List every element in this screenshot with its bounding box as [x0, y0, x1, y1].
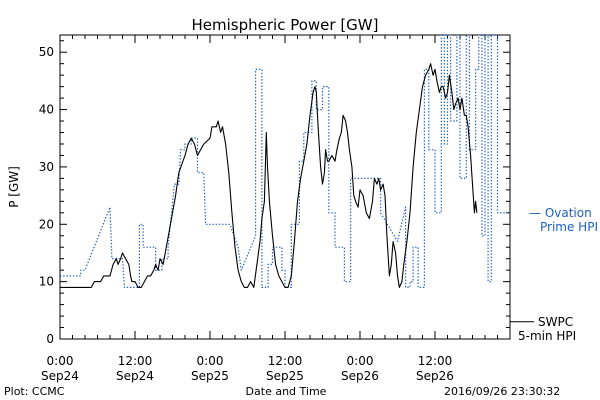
x-tick-label-time: 0:00 [197, 354, 224, 368]
plot-timestamp: 2016/09/26 23:30:32 [444, 385, 560, 398]
series-layer [60, 34, 510, 288]
y-tick-label: 20 [39, 217, 54, 231]
x-tick-label-date: Sep25 [266, 369, 304, 383]
legend-label-swpc-line2: 5-min HPI [518, 329, 576, 343]
x-tick-label-time: 12:00 [268, 354, 303, 368]
x-tick-label-date: Sep26 [416, 369, 454, 383]
plot-credit: Plot: CCMC [4, 385, 65, 398]
y-tick-label: 40 [39, 103, 54, 117]
legend-label-swpc: SWPC [538, 315, 573, 329]
ovation-series-line [60, 34, 510, 288]
x-tick-label-date: Sep26 [341, 369, 379, 383]
x-axis: 0:00Sep2412:00Sep240:00Sep2512:00Sep250:… [41, 35, 511, 383]
y-axis-label: P [GW] [7, 166, 21, 208]
x-tick-label-time: 12:00 [118, 354, 153, 368]
plot-frame [59, 34, 511, 340]
x-tick-label-date: Sep24 [41, 369, 79, 383]
swpc-series-line [60, 63, 478, 288]
y-tick-label: 50 [39, 45, 54, 59]
x-tick-label-time: 0:00 [347, 354, 374, 368]
legend-label-ovation-line2: Prime HPI [540, 220, 598, 234]
y-tick-label: 30 [39, 160, 54, 174]
x-tick-label-date: Sep25 [191, 369, 229, 383]
legend-label-ovation: — Ovation [529, 206, 592, 220]
y-axis: 0 10 20 30 40 50 [39, 40, 510, 346]
x-axis-label: Date and Time [246, 385, 327, 398]
x-tick-label-time: 12:00 [418, 354, 453, 368]
y-tick-label: 10 [39, 275, 54, 289]
x-tick-label-time: 0:00 [47, 354, 74, 368]
chart-title: Hemispheric Power [GW] [192, 16, 379, 34]
y-tick-label: 0 [46, 332, 54, 346]
x-tick-label-date: Sep24 [116, 369, 154, 383]
